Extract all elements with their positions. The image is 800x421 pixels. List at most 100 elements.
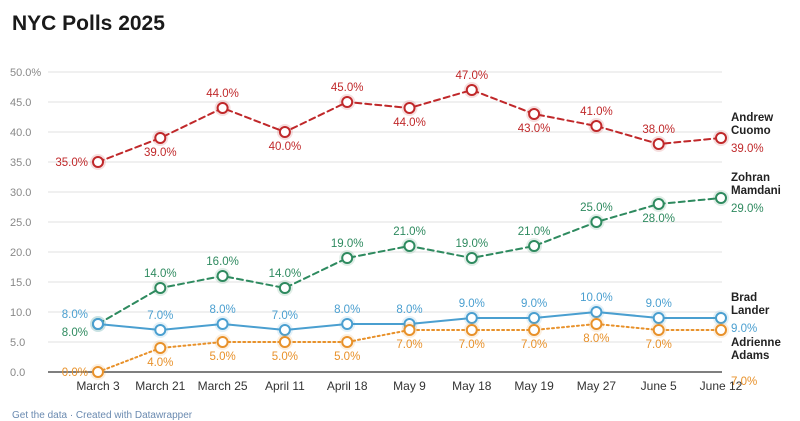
data-label: 7.0% bbox=[521, 339, 547, 351]
data-point[interactable] bbox=[403, 102, 416, 114]
data-point[interactable] bbox=[590, 318, 603, 330]
y-tick-label: 15.0 bbox=[10, 277, 31, 289]
data-label: 9.0% bbox=[731, 323, 757, 335]
y-tick-label: 40.0 bbox=[10, 127, 31, 139]
data-point[interactable] bbox=[154, 324, 167, 336]
data-label: 19.0% bbox=[455, 238, 488, 250]
data-point[interactable] bbox=[652, 198, 665, 210]
data-label: 44.0% bbox=[393, 117, 426, 129]
series-adrienne-adams: 0.0% 4.0% 5.0% 5.0% 5.0% 7.0% 7.0% 7.0% 8.0% 7.0%… bbox=[62, 316, 781, 388]
data-point[interactable] bbox=[341, 96, 354, 108]
x-tick-label: May 18 bbox=[452, 379, 492, 393]
data-point[interactable] bbox=[92, 318, 104, 330]
data-point[interactable] bbox=[652, 324, 665, 336]
data-point[interactable] bbox=[278, 282, 291, 294]
data-label: 7.0% bbox=[147, 310, 173, 322]
data-point[interactable] bbox=[528, 108, 541, 120]
data-point[interactable] bbox=[590, 306, 603, 318]
x-tick-label: March 25 bbox=[198, 379, 248, 393]
data-point[interactable] bbox=[154, 282, 167, 294]
data-point[interactable] bbox=[715, 132, 727, 144]
data-point[interactable] bbox=[652, 138, 665, 150]
data-point[interactable] bbox=[278, 324, 291, 336]
x-tick-label: June 5 bbox=[641, 379, 677, 393]
data-label: 5.0% bbox=[334, 351, 360, 363]
data-label: 8.0% bbox=[396, 304, 422, 316]
data-point[interactable] bbox=[403, 324, 416, 336]
data-point[interactable] bbox=[590, 216, 603, 228]
data-label: 7.0% bbox=[459, 339, 485, 351]
data-point[interactable] bbox=[465, 252, 478, 264]
data-label: 38.0% bbox=[642, 124, 675, 136]
x-tick-label: May 19 bbox=[514, 379, 554, 393]
y-tick-label: 5.0 bbox=[10, 337, 25, 349]
data-label: 39.0% bbox=[144, 147, 177, 159]
series-name-label: Mamdani bbox=[731, 185, 781, 197]
data-point[interactable] bbox=[715, 312, 727, 324]
data-point[interactable] bbox=[278, 336, 291, 348]
data-point[interactable] bbox=[341, 252, 354, 264]
data-point[interactable] bbox=[278, 126, 291, 138]
data-label: 41.0% bbox=[580, 106, 613, 118]
x-tick-label: April 18 bbox=[327, 379, 368, 393]
data-point[interactable] bbox=[652, 312, 665, 324]
data-label: 7.0% bbox=[646, 339, 672, 351]
series-name-label: Adams bbox=[731, 350, 769, 362]
series-name-label: Andrew bbox=[731, 112, 773, 124]
data-label: 7.0% bbox=[272, 310, 298, 322]
data-label: 21.0% bbox=[393, 226, 426, 238]
data-point[interactable] bbox=[92, 156, 104, 168]
data-label: 40.0% bbox=[269, 141, 302, 153]
y-tick-label: 30.0 bbox=[10, 187, 31, 199]
data-point[interactable] bbox=[216, 270, 229, 282]
data-point[interactable] bbox=[216, 102, 229, 114]
data-point[interactable] bbox=[715, 192, 727, 204]
data-point[interactable] bbox=[154, 132, 167, 144]
data-label: 0.0% bbox=[62, 367, 88, 379]
series-andrew-cuomo: 35.0% 39.0% 44.0% 40.0% 45.0% 44.0% 47.0% 43.0%… bbox=[55, 70, 773, 170]
x-axis-ticks: March 3 March 21 March 25 April 11 April 18 M… bbox=[76, 379, 742, 393]
data-label: 9.0% bbox=[646, 298, 672, 310]
data-point[interactable] bbox=[465, 324, 478, 336]
data-label: 5.0% bbox=[272, 351, 298, 363]
x-tick-label: April 11 bbox=[265, 379, 305, 393]
data-label: 39.0% bbox=[731, 143, 764, 155]
data-label: 9.0% bbox=[521, 298, 547, 310]
data-point[interactable] bbox=[715, 324, 727, 336]
y-axis-ticks: 0.0 5.0 10.0 15.0 20.0 25.0 30.0 35.0 40.0 45.0 50… bbox=[10, 67, 41, 379]
data-label: 45.0% bbox=[331, 82, 364, 94]
data-label: 10.0% bbox=[580, 292, 613, 304]
series-name-label: Cuomo bbox=[731, 125, 771, 137]
data-point[interactable] bbox=[590, 120, 603, 132]
y-tick-label: 0.0 bbox=[10, 367, 25, 379]
data-point[interactable] bbox=[465, 312, 478, 324]
data-point[interactable] bbox=[341, 336, 354, 348]
chart-title: NYC Polls 2025 bbox=[12, 12, 165, 35]
data-point[interactable] bbox=[465, 84, 478, 96]
y-tick-label: 20.0 bbox=[10, 247, 31, 259]
data-label: 14.0% bbox=[144, 268, 177, 280]
data-point[interactable] bbox=[92, 366, 104, 378]
data-point[interactable] bbox=[341, 318, 354, 330]
data-label: 8.0% bbox=[583, 333, 609, 345]
data-label: 8.0% bbox=[62, 327, 88, 339]
data-label: 7.0% bbox=[396, 339, 422, 351]
data-point[interactable] bbox=[528, 324, 541, 336]
series-name-label: Lander bbox=[731, 305, 770, 317]
data-label: 8.0% bbox=[209, 304, 235, 316]
x-tick-label: May 9 bbox=[393, 379, 426, 393]
data-point[interactable] bbox=[528, 240, 541, 252]
data-label: 5.0% bbox=[209, 351, 235, 363]
data-point[interactable] bbox=[154, 342, 167, 354]
data-point[interactable] bbox=[216, 336, 229, 348]
x-tick-label: March 3 bbox=[76, 379, 120, 393]
data-point[interactable] bbox=[528, 312, 541, 324]
data-point[interactable] bbox=[216, 318, 229, 330]
data-label: 35.0% bbox=[55, 157, 88, 169]
series-brad-lander: 8.0% 7.0% 8.0% 7.0% 8.0% 8.0% 9.0% 9.0% 10.0% 9.0… bbox=[62, 292, 770, 338]
y-tick-label: 10.0 bbox=[10, 307, 31, 319]
data-label: 21.0% bbox=[518, 226, 551, 238]
chart-footer[interactable]: Get the data · Created with Datawrapper bbox=[12, 410, 193, 421]
data-point[interactable] bbox=[403, 240, 416, 252]
data-label: 28.0% bbox=[642, 213, 675, 225]
